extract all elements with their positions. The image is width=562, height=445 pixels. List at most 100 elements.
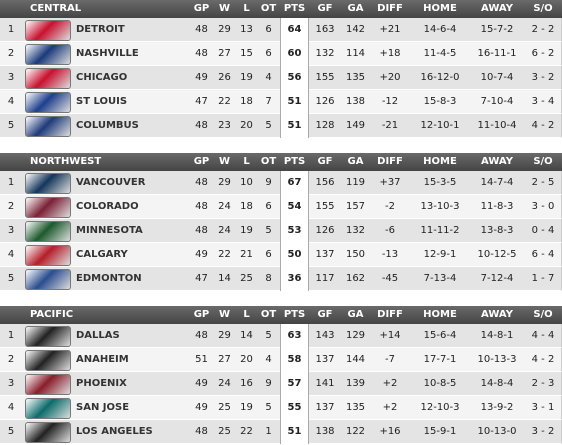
column-header: S/O	[533, 156, 553, 167]
stat: 49	[195, 378, 208, 389]
column-header: HOME	[423, 309, 457, 320]
stat: 122	[345, 426, 366, 437]
stat: 5	[265, 402, 272, 413]
column-header: GA	[347, 309, 364, 320]
stat: 126	[315, 96, 335, 107]
stat: -21	[381, 120, 399, 131]
stat: 15-7-2	[480, 24, 514, 35]
stat: 0 - 4	[531, 225, 555, 236]
stat: 10-13-0	[477, 426, 517, 437]
column-header: L	[243, 3, 250, 14]
team-logo	[25, 374, 71, 395]
stat: 48	[195, 330, 208, 341]
stat: 24	[218, 225, 231, 236]
stat: 1 - 7	[531, 273, 555, 284]
stat: 9	[265, 177, 272, 188]
pts-column	[280, 114, 309, 138]
team-name: COLORADO	[76, 201, 139, 212]
column-header: GF	[317, 156, 333, 167]
team-name: CHICAGO	[76, 72, 128, 83]
stat: 3 - 1	[531, 402, 555, 413]
stat: 2 - 3	[531, 378, 555, 389]
stat: 149	[345, 120, 366, 131]
team-name: DALLAS	[76, 330, 120, 341]
column-header: AWAY	[481, 156, 513, 167]
column-header: DIFF	[377, 3, 403, 14]
stat: 20	[240, 120, 253, 131]
stat: 27	[218, 354, 231, 365]
stat: 16	[240, 378, 253, 389]
stat: 49	[195, 402, 208, 413]
team-name: ANAHEIM	[76, 354, 129, 365]
column-header: OT	[260, 309, 277, 320]
rank: 2	[7, 48, 15, 59]
stat: -6	[385, 225, 395, 236]
column-header: OT	[260, 156, 277, 167]
stat: 11-10-4	[477, 120, 517, 131]
stat: 22	[218, 249, 231, 260]
stat: 10-12-5	[477, 249, 517, 260]
pts-column	[280, 267, 309, 291]
pts-column	[280, 243, 309, 267]
pts-column	[280, 18, 309, 42]
team-logo	[25, 422, 71, 443]
stat: 7-12-4	[480, 273, 514, 284]
team-name: CALGARY	[76, 249, 128, 260]
team-logo	[25, 20, 71, 41]
team-name: DETROIT	[76, 24, 125, 35]
column-header: L	[243, 156, 250, 167]
team-name: NASHVILLE	[76, 48, 139, 59]
stat: 10-8-5	[423, 378, 457, 389]
stat: 51	[287, 96, 302, 107]
column-header: DIFF	[377, 309, 403, 320]
column-header: HOME	[423, 156, 457, 167]
rank: 4	[7, 96, 15, 107]
stat: 60	[287, 48, 302, 59]
stat: +14	[379, 330, 401, 341]
stat: +18	[379, 48, 401, 59]
column-header: GF	[317, 3, 333, 14]
rank: 5	[7, 273, 15, 284]
stat: 13-10-3	[420, 201, 460, 212]
stat: 7-10-4	[480, 96, 514, 107]
column-header: S/O	[533, 309, 553, 320]
stat: 3 - 0	[531, 201, 555, 212]
stat: 132	[315, 48, 335, 59]
stat: 6 - 4	[531, 249, 555, 260]
team-name: COLUMBUS	[76, 120, 139, 131]
stat: 22	[240, 426, 253, 437]
column-header: S/O	[533, 3, 553, 14]
stat: 6 - 2	[531, 48, 555, 59]
stat: 29	[218, 24, 231, 35]
stat: 6	[265, 48, 272, 59]
stat: 48	[195, 225, 208, 236]
stat: 1	[265, 426, 272, 437]
stat: 6	[265, 24, 272, 35]
rank: 4	[7, 249, 15, 260]
stat: 5	[265, 120, 272, 131]
rank: 2	[7, 201, 15, 212]
stat: 56	[287, 72, 302, 83]
stat: 3 - 2	[531, 426, 555, 437]
stat: 9	[265, 378, 272, 389]
stat: 6	[265, 249, 272, 260]
division-name: CENTRAL	[30, 3, 82, 14]
stat: 57	[287, 378, 302, 389]
stat: 63	[287, 330, 302, 341]
division-name: NORTHWEST	[30, 156, 102, 167]
stat: 19	[240, 402, 253, 413]
stat: 8	[265, 273, 272, 284]
stat: -7	[385, 354, 395, 365]
column-header: W	[218, 3, 231, 14]
stat: 13-9-2	[480, 402, 514, 413]
pts-column	[280, 219, 309, 243]
division-header	[0, 0, 562, 18]
stat: 50	[287, 249, 302, 260]
stat: 55	[287, 402, 302, 413]
column-header: DIFF	[377, 156, 403, 167]
stat: 47	[195, 273, 208, 284]
stat: 54	[287, 201, 302, 212]
stat: 155	[315, 72, 335, 83]
stat: 137	[315, 402, 335, 413]
stat: 12-10-1	[420, 120, 460, 131]
